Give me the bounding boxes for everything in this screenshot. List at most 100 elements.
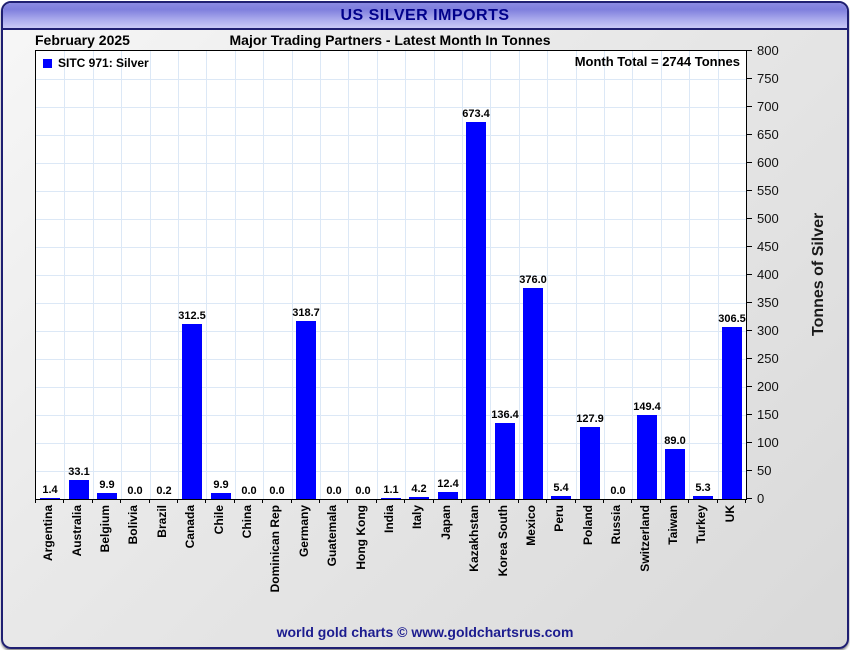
- h-gridline: [36, 135, 746, 136]
- y-axis-tick-label: 650: [757, 127, 779, 142]
- v-gridline: [206, 51, 207, 499]
- x-axis-tick: [92, 499, 93, 503]
- x-axis-tick: [319, 499, 320, 503]
- x-axis-category-label: Italy: [410, 505, 424, 530]
- v-gridline: [348, 51, 349, 499]
- y-axis-tick-label: 800: [757, 43, 779, 58]
- bar: [296, 321, 316, 499]
- x-axis-category-label: Argentina: [41, 505, 55, 562]
- bar-value-label: 5.4: [553, 482, 569, 494]
- y-axis-tick-label: 100: [757, 435, 779, 450]
- x-axis-tick: [35, 499, 36, 503]
- x-axis-category-label: Mexico: [524, 505, 538, 546]
- y-axis-tick: [746, 78, 752, 79]
- h-gridline: [36, 107, 746, 108]
- header-band: US SILVER IMPORTS: [3, 3, 847, 30]
- v-gridline: [121, 51, 122, 499]
- x-axis-tick: [688, 499, 689, 503]
- y-axis-tick-label: 450: [757, 239, 779, 254]
- x-axis-category-label: Japan: [439, 505, 453, 540]
- bar: [722, 327, 742, 499]
- x-axis-category-label: UK: [723, 505, 737, 523]
- x-axis-category-label: Russia: [609, 505, 623, 545]
- v-gridline: [462, 51, 463, 499]
- page-title: US SILVER IMPORTS: [340, 6, 510, 24]
- v-gridline: [292, 51, 293, 499]
- v-gridline: [689, 51, 690, 499]
- v-gridline: [632, 51, 633, 499]
- bar-value-label: 318.7: [292, 307, 320, 319]
- bar: [523, 288, 543, 499]
- y-axis-tick: [746, 498, 752, 499]
- bar: [495, 423, 515, 499]
- x-axis-category-label: Turkey: [694, 505, 708, 544]
- x-axis-tick: [63, 499, 64, 503]
- bar: [211, 493, 231, 499]
- h-gridline: [36, 359, 746, 360]
- y-axis-tick: [746, 218, 752, 219]
- x-axis-category-label: Poland: [581, 505, 595, 546]
- x-axis-category-label: Bolivia: [126, 505, 140, 545]
- v-gridline: [490, 51, 491, 499]
- h-gridline: [36, 247, 746, 248]
- y-axis-tick-label: 600: [757, 155, 779, 170]
- bar: [580, 427, 600, 499]
- x-axis-tick: [291, 499, 292, 503]
- v-gridline: [320, 51, 321, 499]
- legend: SITC 971: Silver: [43, 56, 149, 70]
- x-axis-tick: [205, 499, 206, 503]
- y-axis-tick: [746, 162, 752, 163]
- x-axis-category-label: Switzerland: [638, 505, 652, 572]
- bar: [438, 492, 458, 499]
- subtitle-period: February 2025: [35, 32, 130, 48]
- y-axis-tick-label: 750: [757, 71, 779, 86]
- v-gridline: [377, 51, 378, 499]
- x-axis-tick: [120, 499, 121, 503]
- y-axis-tick: [746, 302, 752, 303]
- bar-value-label: 5.3: [695, 482, 711, 494]
- y-axis-tick: [746, 470, 752, 471]
- v-gridline: [93, 51, 94, 499]
- v-gridline: [718, 51, 719, 499]
- x-axis-tick: [603, 499, 604, 503]
- x-axis-category-label: Belgium: [98, 505, 112, 553]
- bar: [69, 480, 89, 499]
- x-axis-category-label: Canada: [183, 505, 197, 549]
- y-axis-tick: [746, 190, 752, 191]
- bar-value-label: 1.1: [383, 484, 399, 496]
- y-axis-title: Tonnes of Silver: [810, 212, 827, 336]
- x-axis-tick: [347, 499, 348, 503]
- x-axis-tick: [177, 499, 178, 503]
- y-axis-tick: [746, 246, 752, 247]
- y-axis-tick: [746, 274, 752, 275]
- x-axis-tick: [546, 499, 547, 503]
- bar: [693, 496, 713, 499]
- y-axis-tick: [746, 134, 752, 135]
- bar-value-label: 33.1: [68, 466, 90, 478]
- y-axis-tick-label: 50: [757, 463, 772, 478]
- v-gridline: [64, 51, 65, 499]
- x-axis-category-label: China: [240, 505, 254, 539]
- x-axis-tick: [489, 499, 490, 503]
- x-axis-tick: [404, 499, 405, 503]
- y-axis-tick: [746, 442, 752, 443]
- v-gridline: [434, 51, 435, 499]
- h-gridline: [36, 443, 746, 444]
- x-axis-category-label: Guatemala: [325, 505, 339, 567]
- x-axis-category-label: Brazil: [155, 505, 169, 538]
- bar-value-label: 1.4: [42, 484, 58, 496]
- y-axis-tick-label: 250: [757, 351, 779, 366]
- h-gridline: [36, 163, 746, 164]
- x-axis-category-label: Korea South: [496, 505, 510, 577]
- h-gridline: [36, 415, 746, 416]
- bar: [381, 498, 401, 499]
- x-axis-tick: [745, 499, 746, 503]
- bar-value-label: 127.9: [576, 413, 604, 425]
- bar-value-label: 89.0: [664, 435, 686, 447]
- v-gridline: [235, 51, 236, 499]
- bar: [466, 122, 486, 499]
- bar-value-label: 0.0: [269, 485, 285, 497]
- month-total-annotation: Month Total = 2744 Tonnes: [574, 54, 740, 69]
- y-axis-tick: [746, 330, 752, 331]
